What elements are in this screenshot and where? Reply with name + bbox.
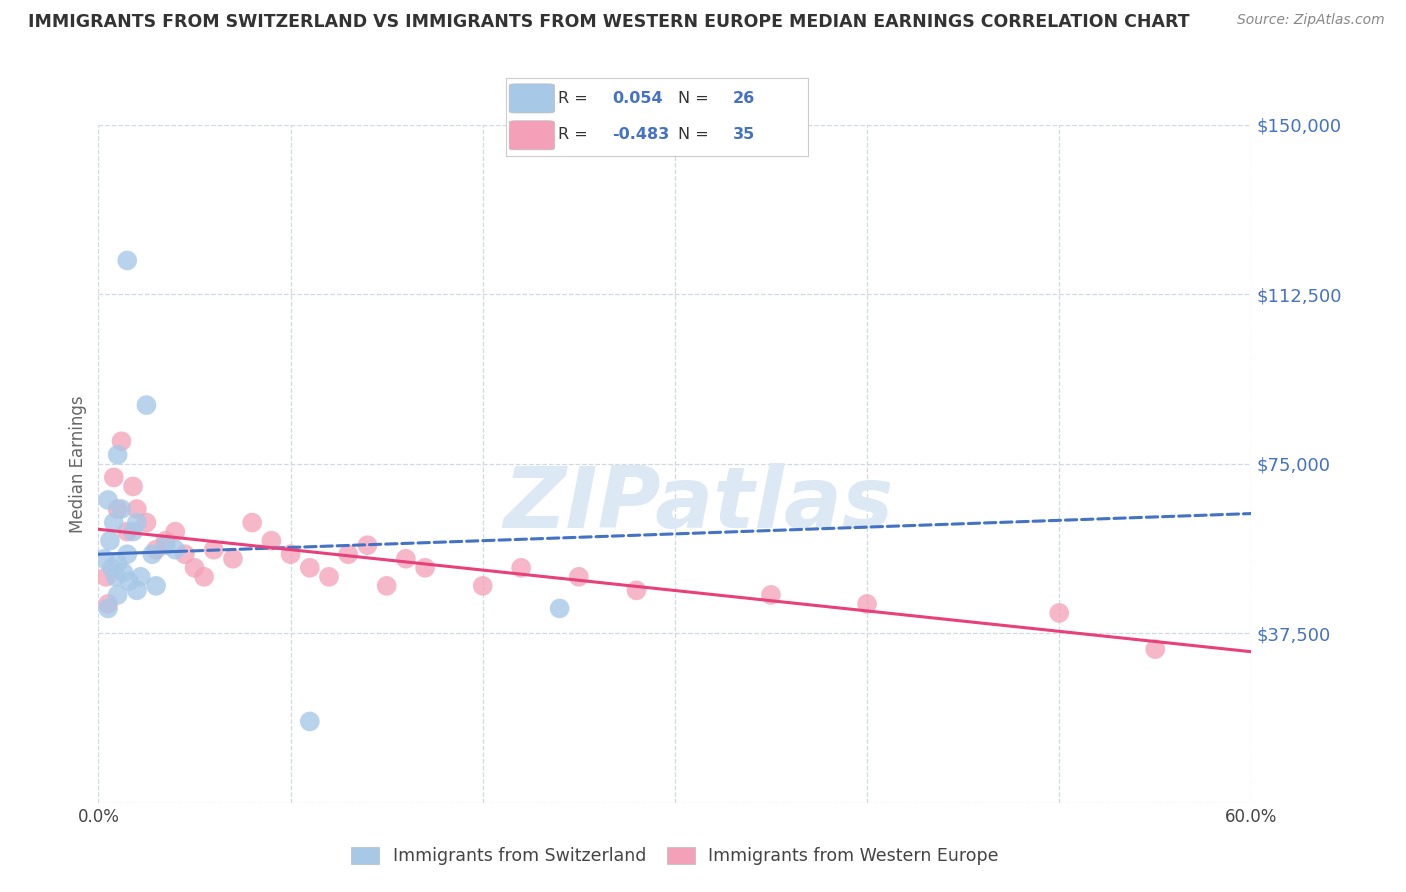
Text: 26: 26 <box>733 91 755 106</box>
Point <box>107 588 129 602</box>
Point <box>125 502 148 516</box>
Point <box>118 574 141 589</box>
Text: 0.054: 0.054 <box>612 91 662 106</box>
Text: R =: R = <box>558 91 592 106</box>
Point <box>125 516 148 530</box>
Point <box>97 601 120 615</box>
Point <box>1047 606 1070 620</box>
Point <box>107 556 129 570</box>
Point <box>759 588 782 602</box>
Point <box>107 502 129 516</box>
Point <box>298 561 321 575</box>
Point <box>117 547 138 561</box>
Text: N =: N = <box>679 91 714 106</box>
Point <box>145 579 167 593</box>
Point <box>125 583 148 598</box>
Text: IMMIGRANTS FROM SWITZERLAND VS IMMIGRANTS FROM WESTERN EUROPE MEDIAN EARNINGS CO: IMMIGRANTS FROM SWITZERLAND VS IMMIGRANT… <box>28 13 1189 31</box>
Text: R =: R = <box>558 128 592 143</box>
Point <box>155 538 177 552</box>
Point <box>122 479 145 493</box>
Point <box>174 547 197 561</box>
Point <box>97 493 120 508</box>
Point <box>104 570 127 584</box>
Y-axis label: Median Earnings: Median Earnings <box>69 395 87 533</box>
Point <box>122 524 145 539</box>
Point <box>318 570 340 584</box>
Point <box>129 570 152 584</box>
FancyBboxPatch shape <box>509 120 554 150</box>
Point <box>110 434 132 449</box>
Point <box>107 448 129 462</box>
Point <box>165 542 187 557</box>
Point <box>1144 642 1167 657</box>
Text: 35: 35 <box>733 128 755 143</box>
Point <box>98 533 121 548</box>
Point <box>183 561 205 575</box>
Point <box>548 601 571 615</box>
Point <box>337 547 360 561</box>
Point <box>101 561 124 575</box>
Point <box>510 561 533 575</box>
Point <box>222 551 245 566</box>
Point <box>375 579 398 593</box>
Point <box>240 516 263 530</box>
FancyBboxPatch shape <box>509 84 554 113</box>
Text: N =: N = <box>679 128 714 143</box>
Point <box>94 570 117 584</box>
Point <box>97 597 120 611</box>
Point <box>280 547 302 561</box>
Text: -0.483: -0.483 <box>612 128 669 143</box>
Point <box>395 551 418 566</box>
Text: ZIPatlas: ZIPatlas <box>503 463 893 546</box>
Text: Source: ZipAtlas.com: Source: ZipAtlas.com <box>1237 13 1385 28</box>
Point <box>135 516 157 530</box>
Point <box>155 533 177 548</box>
Point <box>141 547 163 561</box>
Point <box>110 502 132 516</box>
Point <box>856 597 879 611</box>
Point <box>117 253 138 268</box>
Point <box>117 524 138 539</box>
Point <box>103 470 125 484</box>
Point <box>471 579 494 593</box>
Point <box>413 561 436 575</box>
Point <box>626 583 648 598</box>
Point <box>112 566 135 580</box>
Point <box>298 714 321 729</box>
Point <box>165 524 187 539</box>
Point <box>135 398 157 412</box>
Point <box>103 516 125 530</box>
Point <box>260 533 283 548</box>
Point <box>568 570 591 584</box>
Point <box>93 551 115 566</box>
Point <box>193 570 215 584</box>
Point <box>202 542 225 557</box>
Point <box>356 538 378 552</box>
Point <box>145 542 167 557</box>
Legend: Immigrants from Switzerland, Immigrants from Western Europe: Immigrants from Switzerland, Immigrants … <box>344 840 1005 872</box>
